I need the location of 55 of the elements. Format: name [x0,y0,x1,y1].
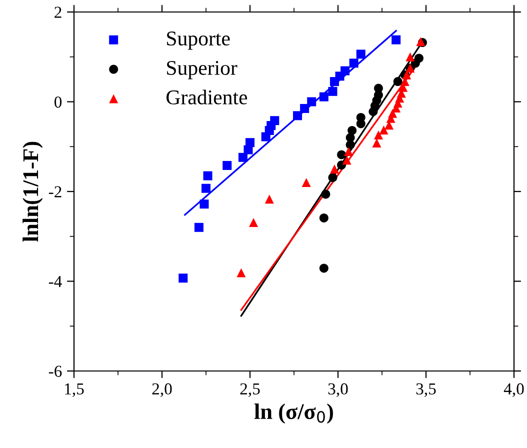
point [302,178,311,188]
point [356,50,366,59]
point [374,84,383,93]
x-tick-label: 4,0 [504,383,524,397]
point [264,194,274,204]
point [222,160,232,170]
point [406,52,415,62]
point [337,150,346,160]
point [379,126,388,135]
x-tick-label: 3,5 [416,383,436,397]
x-axis-title: ln (σ/σ$_{0}$) [254,403,333,424]
point [202,184,210,193]
point [348,126,357,135]
y-tick-label: -2 [48,186,62,198]
point [270,116,280,126]
point [393,77,402,86]
point [307,97,316,106]
point [340,66,350,76]
point [374,130,383,140]
point [328,173,338,182]
point [246,138,254,148]
legend-label: Gradiente [166,90,248,104]
y-tick-label: 2 [54,6,62,18]
point [203,171,212,180]
point [372,138,382,148]
legend-label: Suporte [167,32,230,50]
y-tick-label: -4 [48,276,62,288]
point [319,92,328,102]
x-tick-label: 2,5 [240,383,260,397]
legend-label: Superior [167,60,238,80]
point [200,200,209,209]
point [321,190,330,199]
y-tick-label: 0 [54,96,62,108]
point [238,152,248,162]
point [344,147,354,156]
point [328,86,338,96]
point [414,54,424,63]
point [342,156,352,165]
point [356,112,366,122]
point [319,213,328,222]
y-tick-label: -6 [48,366,62,377]
point [194,222,204,232]
point [293,111,302,120]
point [349,58,358,68]
point [330,164,339,174]
point [178,274,188,283]
point [249,218,258,227]
x-tick-label: 2,0 [152,383,172,397]
point [319,264,328,273]
point [300,104,310,113]
point [236,268,246,278]
y-axis-title: lnln(1/1-F) [22,142,43,242]
x-tick-label: 1,5 [65,383,84,397]
x-tick-label: 3,0 [328,383,348,397]
point [392,35,401,44]
